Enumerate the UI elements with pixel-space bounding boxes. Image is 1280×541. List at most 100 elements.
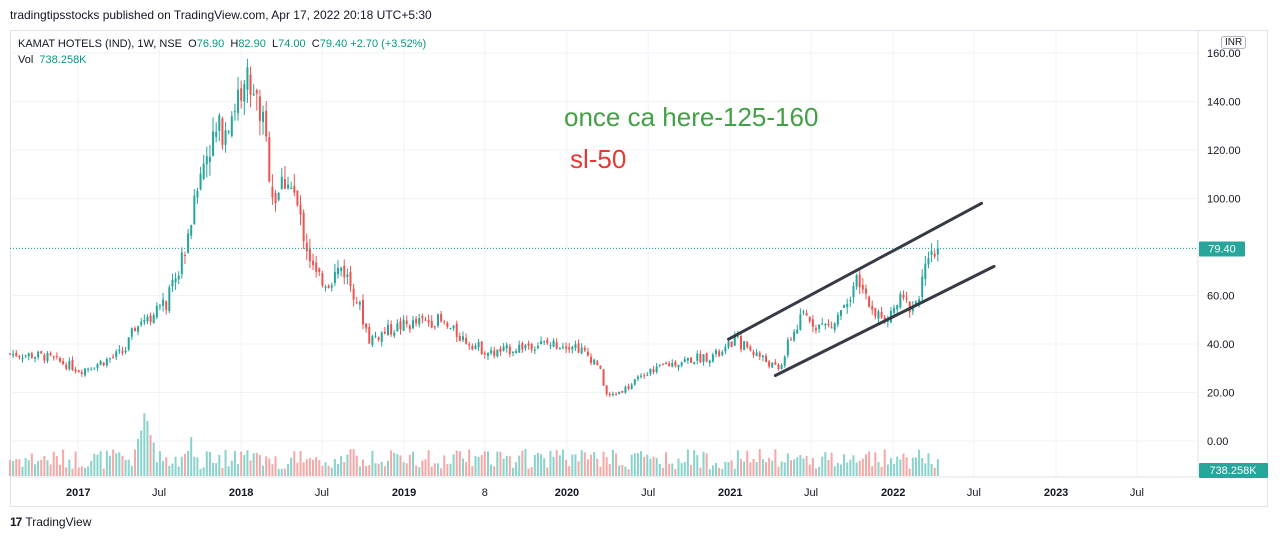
trendlines[interactable] <box>727 201 996 378</box>
candle-body[interactable] <box>396 323 399 332</box>
candle-body[interactable] <box>499 348 502 352</box>
candle-body[interactable] <box>130 328 133 337</box>
candle-body[interactable] <box>165 301 168 310</box>
candle-body[interactable] <box>108 358 111 360</box>
candle-body[interactable] <box>274 192 277 204</box>
candle-body[interactable] <box>733 335 736 346</box>
candle-body[interactable] <box>886 321 889 323</box>
candle-body[interactable] <box>918 299 921 303</box>
candle-body[interactable] <box>143 319 146 322</box>
candle-body[interactable] <box>399 321 402 330</box>
candle-body[interactable] <box>546 339 549 344</box>
candle-body[interactable] <box>668 363 671 367</box>
candle-body[interactable] <box>611 393 614 396</box>
candle-body[interactable] <box>112 356 115 358</box>
candle-body[interactable] <box>380 332 383 342</box>
candle-body[interactable] <box>358 301 361 305</box>
candle-body[interactable] <box>677 364 680 368</box>
candle-body[interactable] <box>155 305 158 318</box>
candle-body[interactable] <box>765 355 767 362</box>
candle-body[interactable] <box>83 368 86 376</box>
candle-body[interactable] <box>702 354 705 362</box>
candle-body[interactable] <box>196 190 199 198</box>
candle-body[interactable] <box>849 299 852 302</box>
candle-body[interactable] <box>693 362 696 364</box>
candle-body[interactable] <box>190 225 193 236</box>
candle-body[interactable] <box>346 274 349 277</box>
candle-body[interactable] <box>465 337 468 344</box>
candle-body[interactable] <box>215 132 218 137</box>
candle-body[interactable] <box>340 267 343 271</box>
candle-body[interactable] <box>93 368 96 370</box>
candle-body[interactable] <box>649 368 652 374</box>
candle-body[interactable] <box>583 347 586 351</box>
candle-body[interactable] <box>793 331 796 341</box>
candle-body[interactable] <box>652 369 655 373</box>
candle-body[interactable] <box>771 362 774 368</box>
candle-body[interactable] <box>827 323 830 325</box>
candle-body[interactable] <box>596 361 599 366</box>
candle-body[interactable] <box>505 344 508 349</box>
candle-body[interactable] <box>736 335 739 337</box>
candle-body[interactable] <box>755 352 758 356</box>
candle-body[interactable] <box>90 369 93 371</box>
candle-body[interactable] <box>365 323 368 329</box>
candle-body[interactable] <box>233 111 236 113</box>
candle-body[interactable] <box>821 323 824 325</box>
candle-body[interactable] <box>493 350 496 356</box>
candle-body[interactable] <box>296 190 299 206</box>
candle-body[interactable] <box>905 297 908 300</box>
candle-body[interactable] <box>449 328 452 330</box>
candle-body[interactable] <box>283 179 286 189</box>
candle-body[interactable] <box>436 314 439 326</box>
candle-body[interactable] <box>158 305 161 307</box>
candle-body[interactable] <box>902 294 905 298</box>
candle-body[interactable] <box>37 351 40 358</box>
candle-body[interactable] <box>312 260 315 266</box>
candle-body[interactable] <box>933 253 936 257</box>
candle-body[interactable] <box>127 337 130 350</box>
candle-body[interactable] <box>758 352 761 357</box>
candle-body[interactable] <box>168 287 171 312</box>
candle-body[interactable] <box>893 307 896 314</box>
candle-body[interactable] <box>349 272 352 287</box>
candle-body[interactable] <box>811 319 814 327</box>
candle-body[interactable] <box>502 346 505 351</box>
candle-body[interactable] <box>115 351 118 358</box>
candle-body[interactable] <box>12 353 15 356</box>
candle-body[interactable] <box>636 376 639 379</box>
candle-body[interactable] <box>221 118 224 145</box>
candle-body[interactable] <box>368 327 371 344</box>
candle-body[interactable] <box>930 251 933 255</box>
candle-body[interactable] <box>474 345 477 349</box>
candle-body[interactable] <box>786 339 789 356</box>
candle-body[interactable] <box>99 361 102 365</box>
annotation-target[interactable]: once ca here-125-160 <box>564 102 818 132</box>
candle-body[interactable] <box>833 323 836 330</box>
candle-body[interactable] <box>665 363 668 365</box>
candle-body[interactable] <box>105 358 108 366</box>
candle-body[interactable] <box>511 351 514 353</box>
candle-body[interactable] <box>743 341 746 351</box>
candle-body[interactable] <box>593 359 596 365</box>
candle-body[interactable] <box>246 67 249 90</box>
candle-body[interactable] <box>627 386 630 389</box>
candle-body[interactable] <box>552 340 555 347</box>
price-axis[interactable]: 0.0020.0040.0060.0080.00100.00120.00140.… <box>1207 48 1241 448</box>
candle-body[interactable] <box>446 322 449 327</box>
candle-body[interactable] <box>630 384 633 390</box>
candle-body[interactable] <box>711 354 714 362</box>
candle-body[interactable] <box>455 323 458 337</box>
candle-body[interactable] <box>327 285 330 289</box>
candle-body[interactable] <box>896 305 899 310</box>
candle-body[interactable] <box>846 303 849 308</box>
candle-body[interactable] <box>205 156 208 165</box>
candle-body[interactable] <box>212 131 215 157</box>
candle-body[interactable] <box>899 293 902 308</box>
candle-body[interactable] <box>30 353 33 359</box>
candle-body[interactable] <box>477 342 480 348</box>
candle-body[interactable] <box>515 350 518 354</box>
candle-body[interactable] <box>855 275 858 287</box>
candle-body[interactable] <box>299 204 302 215</box>
candle-body[interactable] <box>599 365 602 369</box>
